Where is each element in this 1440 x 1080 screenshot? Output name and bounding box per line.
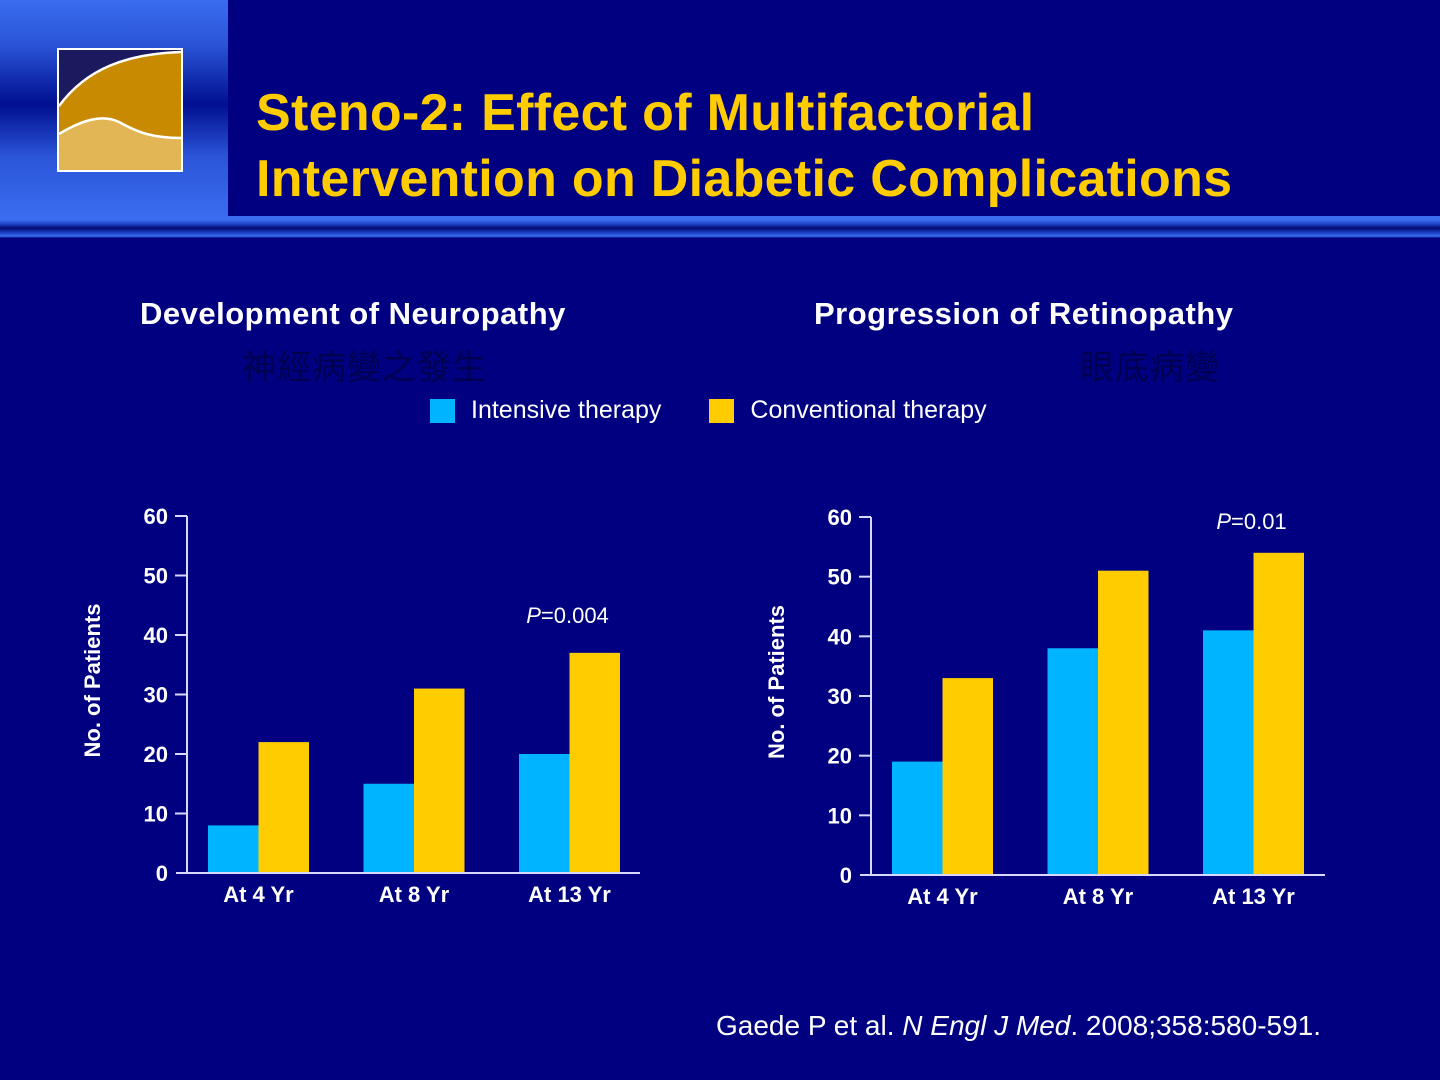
bar-conventional-at-4-yr <box>258 742 309 873</box>
p-value-number: =0.004 <box>541 603 609 628</box>
y-axis-label: No. of Patients <box>80 603 105 757</box>
bar-intensive-at-4-yr <box>892 761 943 875</box>
p-value-symbol: P <box>1216 509 1231 534</box>
header-divider <box>0 216 1440 238</box>
y-tick-label: 0 <box>156 861 168 886</box>
x-tick-label: At 8 Yr <box>1063 884 1134 909</box>
y-tick-label: 20 <box>144 742 168 767</box>
p-value-annotation: P=0.004 <box>526 603 609 628</box>
bar-intensive-at-13-yr <box>519 754 570 873</box>
title-line-2: Intervention on Diabetic Complications <box>256 150 1233 208</box>
y-tick-label: 10 <box>144 802 168 827</box>
bar-conventional-at-13-yr <box>1253 552 1304 875</box>
legend-swatch-conventional <box>709 398 735 423</box>
x-tick-label: At 13 Yr <box>528 882 611 907</box>
y-tick-label: 40 <box>144 623 168 648</box>
bar-conventional-at-8-yr <box>1098 570 1149 875</box>
y-tick-label: 0 <box>840 863 852 888</box>
citation-details: . 2008;358:580-591. <box>1070 1010 1322 1041</box>
p-value-symbol: P <box>526 603 541 628</box>
bar-conventional-at-8-yr <box>414 688 465 873</box>
legend-item-intensive: Intensive therapy <box>430 396 661 425</box>
citation-journal: N Engl J Med <box>902 1010 1071 1041</box>
title-band <box>228 0 1440 216</box>
y-tick-label: 10 <box>828 803 852 828</box>
x-tick-label: At 8 Yr <box>379 882 450 907</box>
y-tick-label: 30 <box>828 684 852 709</box>
chart-legend: Intensive therapy Conventional therapy <box>430 396 1035 425</box>
citation: Gaede P et al. N Engl J Med. 2008;358:58… <box>716 1010 1321 1042</box>
p-value-annotation: P=0.01 <box>1216 509 1286 534</box>
y-tick-label: 50 <box>144 564 168 589</box>
legend-label-intensive: Intensive therapy <box>471 396 662 424</box>
y-axis-label: No. of Patients <box>764 605 789 759</box>
x-tick-label: At 4 Yr <box>907 884 978 909</box>
neuropathy-subtitle: Development of Neuropathy <box>140 296 566 331</box>
x-tick-label: At 13 Yr <box>1212 884 1295 909</box>
bar-intensive-at-8-yr <box>1047 648 1098 875</box>
bar-intensive-at-13-yr <box>1203 630 1254 875</box>
slide-title: Steno-2: Effect of Multifactorial Interv… <box>256 80 1232 212</box>
retinopathy-subtitle: Progression of Retinopathy <box>814 296 1234 331</box>
y-tick-label: 60 <box>144 504 168 529</box>
title-line-1: Steno-2: Effect of Multifactorial <box>256 84 1035 142</box>
legend-item-conventional: Conventional therapy <box>709 396 987 425</box>
y-tick-label: 40 <box>828 624 852 649</box>
y-tick-label: 50 <box>828 565 852 590</box>
legend-label-conventional: Conventional therapy <box>750 396 987 424</box>
bar-intensive-at-4-yr <box>208 825 259 873</box>
y-tick-label: 60 <box>828 505 852 530</box>
bar-intensive-at-8-yr <box>363 783 414 873</box>
bar-conventional-at-4-yr <box>942 678 993 875</box>
y-tick-label: 30 <box>144 683 168 708</box>
y-tick-label: 20 <box>828 744 852 769</box>
wave-logo-icon <box>57 48 183 172</box>
bar-conventional-at-13-yr <box>569 652 620 873</box>
citation-authors: Gaede P et al. <box>716 1010 903 1041</box>
p-value-number: =0.01 <box>1231 509 1287 534</box>
retinopathy-subtitle-zh: 眼底病變 <box>1080 348 1220 388</box>
legend-swatch-intensive <box>430 398 455 423</box>
x-tick-label: At 4 Yr <box>223 882 294 907</box>
neuropathy-subtitle-zh: 神經病變之發生 <box>242 348 487 388</box>
